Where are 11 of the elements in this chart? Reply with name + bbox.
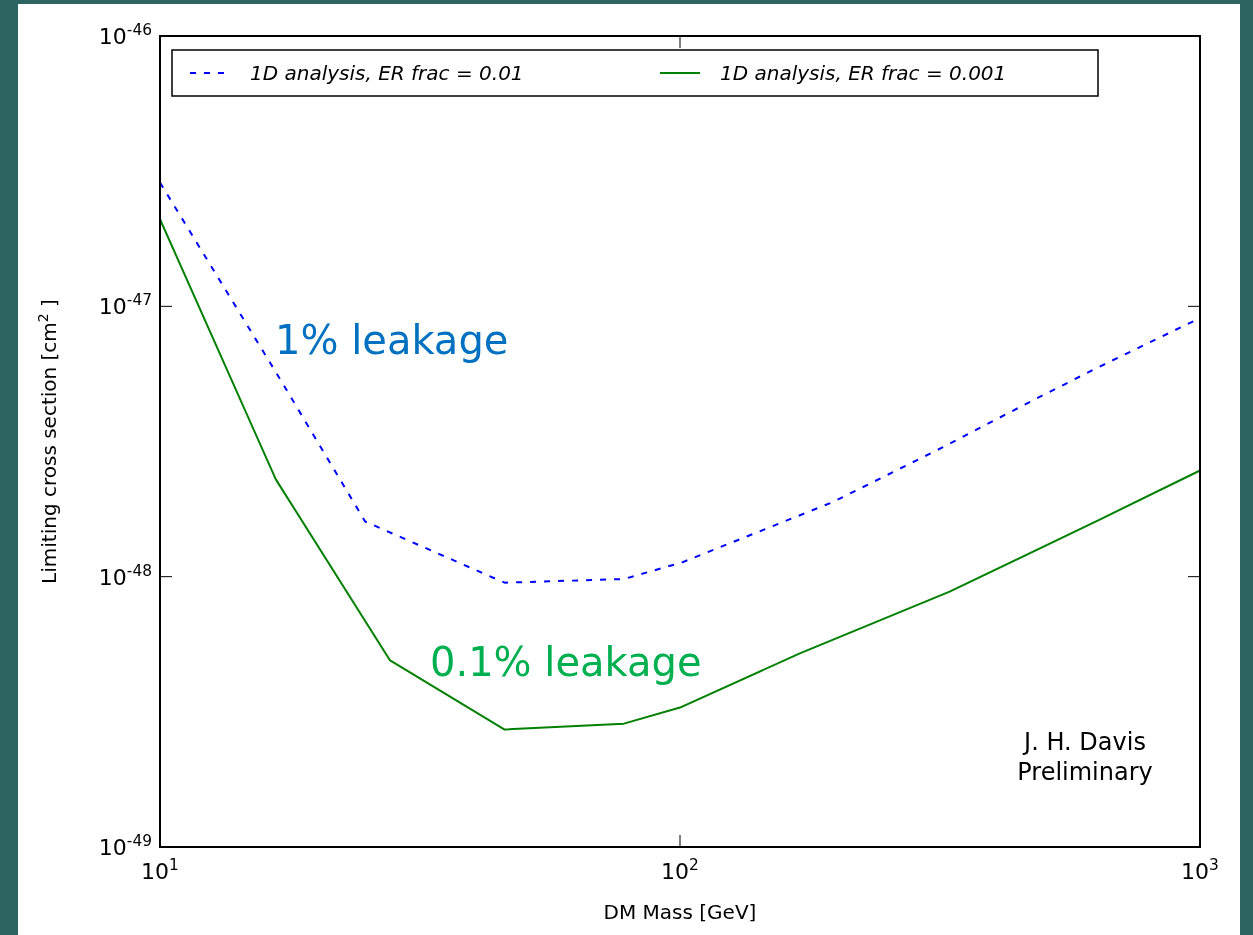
x-axis-title: DM Mass [GeV]: [603, 900, 757, 924]
x-tick-label: 10$^{3}$: [1181, 856, 1219, 884]
legend-label: 1D analysis, ER frac = 0.01: [250, 61, 524, 85]
y-tick-label: 10$^{-46}$: [98, 21, 152, 49]
x-tick-label: 10$^{2}$: [661, 856, 699, 884]
legend-label: 1D analysis, ER frac = 0.001: [720, 61, 1007, 85]
annotation: 0.1% leakage: [430, 639, 702, 685]
annotation: 1% leakage: [275, 317, 509, 363]
y-tick-label: 10$^{-47}$: [98, 291, 152, 320]
annotation: J. H. Davis Preliminary: [1017, 728, 1153, 786]
y-tick-label: 10$^{-48}$: [98, 561, 152, 590]
